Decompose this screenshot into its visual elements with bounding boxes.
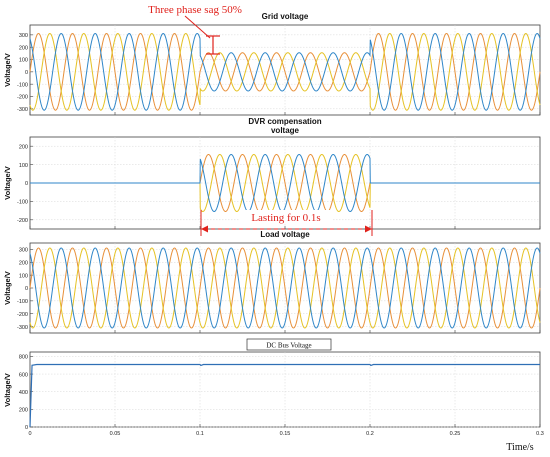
waveforms [30, 153, 540, 213]
phase-a-line [29, 247, 541, 329]
y-tick-label: 100 [19, 163, 28, 169]
phase-a-line [29, 33, 541, 111]
y-tick-labels: -200 -100 0 100 200 [17, 144, 28, 224]
y-tick-label: -100 [17, 200, 28, 206]
waveforms [29, 363, 540, 428]
panel-title: DVR compensation [248, 117, 321, 126]
x-tick-label: 0.25 [450, 431, 461, 437]
dc-bus-line [29, 363, 540, 428]
y-tick-label: -300 [17, 107, 28, 113]
arrowhead-left [201, 225, 208, 233]
sag-pointer [184, 15, 211, 39]
y-axis-label: Voltage/V [3, 373, 12, 407]
y-tick-label: 300 [19, 248, 28, 254]
y-tick-label: -200 [17, 218, 28, 224]
x-tick-label: 0.1 [196, 431, 204, 437]
x-axis-label: Time/s [506, 442, 534, 453]
y-tick-label: -200 [17, 95, 28, 101]
y-tick-label: -300 [17, 325, 28, 331]
x-tick-label: 0 [28, 431, 31, 437]
y-axis-label: Voltage/V [3, 271, 12, 305]
y-tick-label: 0 [25, 286, 28, 292]
y-tick-label: 0 [25, 181, 28, 187]
y-tick-label: -100 [17, 82, 28, 88]
arrowhead-right [365, 225, 372, 233]
panel-grid-voltage: Grid voltage Voltage/V -300 -200 -100 0 100 2… [3, 12, 541, 116]
phase-c-line [29, 247, 541, 329]
lasting-label-bg [240, 210, 332, 224]
y-tick-label: 0 [25, 425, 28, 431]
phase-b-line [29, 33, 541, 111]
y-tick-label: 200 [19, 144, 28, 150]
y-tick-label: 0 [25, 70, 28, 76]
y-tick-label: 200 [19, 260, 28, 266]
lasting-annotation: Lasting for 0.1s [200, 210, 373, 236]
x-tick-labels: 0 0.05 0.1 0.15 0.2 0.25 0.3 [28, 431, 543, 437]
panel-dc-bus-voltage: DC Bus Voltage Voltage/V 0 200 400 600 800 0… [3, 338, 544, 437]
x-tick-label: 0.2 [366, 431, 374, 437]
panel-title: Load voltage [260, 230, 310, 239]
y-tick-labels: -300 -200 -100 0 100 200 300 [17, 248, 28, 331]
x-tick-label: 0.05 [110, 431, 121, 437]
phase-c-line [29, 33, 541, 111]
phase-b-line [29, 247, 541, 329]
y-tick-label: 300 [19, 33, 28, 39]
y-tick-label: 100 [19, 273, 28, 279]
y-tick-label: 400 [19, 390, 28, 396]
y-tick-label: -200 [17, 312, 28, 318]
lasting-label: Lasting for 0.1s [251, 212, 320, 224]
waveforms [29, 247, 541, 329]
panel-load-voltage: Load voltage Voltage/V -300 -200 -100 0 100 2… [3, 230, 541, 334]
y-axis-label: Voltage/V [3, 166, 12, 200]
y-axis-label: Voltage/V [3, 53, 12, 87]
y-tick-label: -100 [17, 299, 28, 305]
y-tick-label: 600 [19, 372, 28, 378]
panel-title: Grid voltage [262, 12, 309, 21]
y-tick-label: 200 [19, 45, 28, 51]
waveforms [29, 33, 541, 111]
panel-title-box [246, 338, 332, 351]
y-tick-label: 100 [19, 58, 28, 64]
y-tick-labels: -300 -200 -100 0 100 200 300 [17, 33, 28, 113]
y-tick-labels: 0 200 400 600 800 [19, 355, 28, 432]
panel-title: DC Bus Voltage [266, 342, 311, 350]
x-tick-label: 0.3 [536, 431, 544, 437]
sag-annotation: Three phase sag 50% [148, 4, 242, 55]
sag-label: Three phase sag 50% [148, 4, 242, 16]
y-tick-label: 200 [19, 408, 28, 414]
panel-title-line-2: voltage [271, 126, 300, 135]
y-tick-label: 800 [19, 355, 28, 361]
phase-c-line [30, 153, 540, 213]
x-tick-label: 0.15 [280, 431, 291, 437]
